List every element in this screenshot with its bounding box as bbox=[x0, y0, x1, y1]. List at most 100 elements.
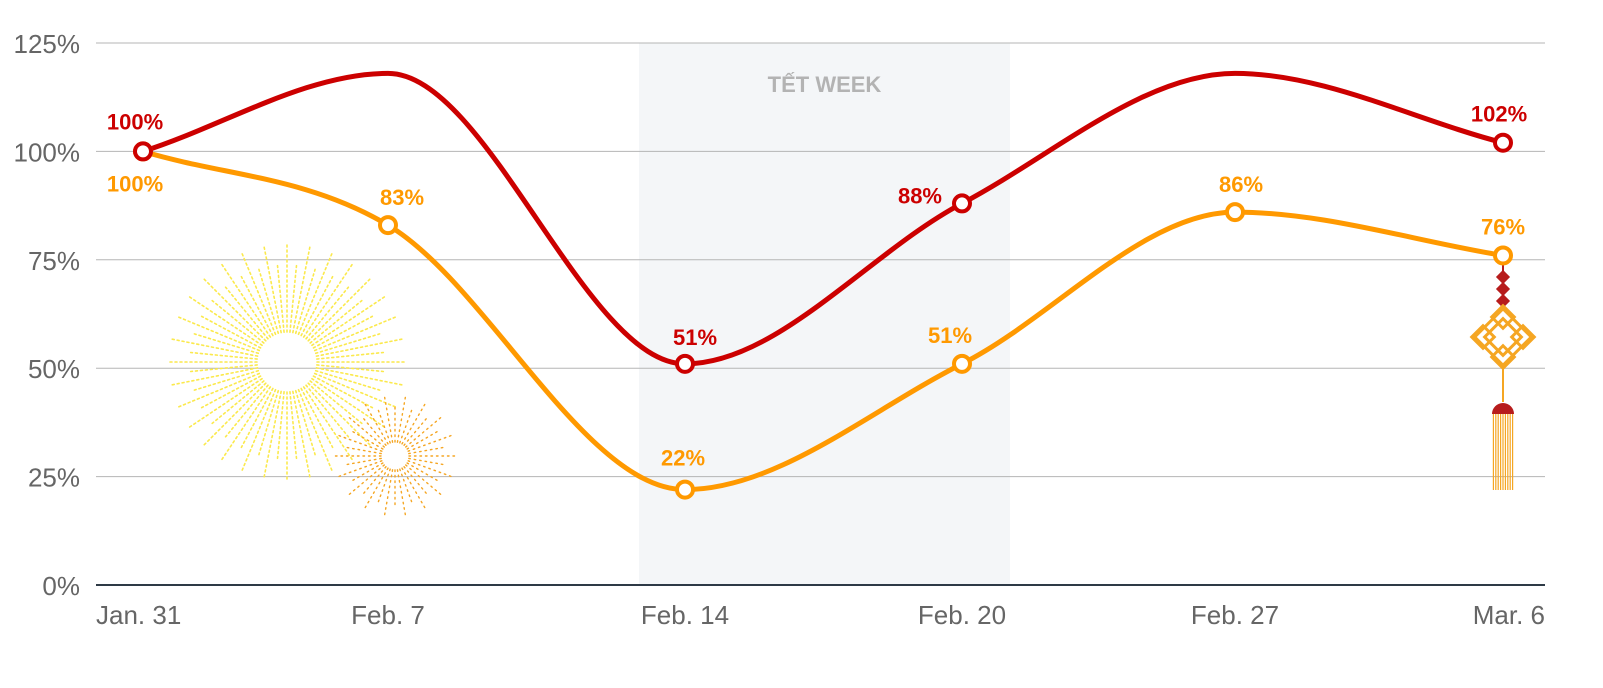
firework-ray bbox=[211, 380, 265, 425]
firework-ray bbox=[263, 390, 282, 479]
firework-ray bbox=[200, 375, 262, 409]
knot-loop bbox=[1482, 316, 1524, 358]
knot-cap bbox=[1492, 403, 1514, 414]
firework-ray bbox=[364, 403, 389, 445]
firework-ray bbox=[377, 409, 391, 444]
firework-ray bbox=[292, 245, 311, 334]
firework-ray bbox=[193, 333, 260, 355]
decorations bbox=[168, 243, 1537, 516]
firework-ray bbox=[193, 369, 260, 391]
firework-ray bbox=[220, 386, 272, 461]
firework-ray bbox=[401, 403, 426, 445]
series-line-1 bbox=[140, 148, 1506, 493]
x-tick-label: Mar. 6 bbox=[1473, 600, 1545, 630]
firework-ray bbox=[302, 386, 354, 461]
firework-ray bbox=[337, 434, 383, 452]
firework-ray bbox=[289, 391, 298, 460]
firework-ray bbox=[315, 367, 404, 386]
firework-ray bbox=[309, 380, 363, 425]
firework-ray bbox=[396, 469, 407, 516]
data-label: 100% bbox=[107, 109, 163, 134]
firework-ray bbox=[314, 333, 381, 355]
firework-ray bbox=[202, 277, 267, 342]
firework-ray bbox=[406, 430, 439, 450]
firework-ray bbox=[315, 338, 404, 357]
firework-ray bbox=[220, 263, 272, 338]
firework-ray bbox=[362, 466, 387, 495]
firework-ray bbox=[202, 382, 267, 447]
firework-ray bbox=[399, 409, 413, 444]
data-label: 22% bbox=[661, 446, 705, 471]
data-point-marker bbox=[952, 193, 972, 214]
data-label: 51% bbox=[928, 323, 972, 348]
data-point-marker bbox=[1225, 202, 1245, 223]
firework-ray bbox=[188, 295, 263, 347]
firework-ray bbox=[401, 467, 426, 509]
firework-ray bbox=[258, 268, 280, 335]
data-label: 102% bbox=[1471, 102, 1527, 127]
firework-ray bbox=[211, 299, 265, 344]
data-label: 88% bbox=[898, 183, 942, 208]
knot-loop bbox=[1489, 343, 1517, 371]
tet-week-band-rect bbox=[639, 43, 1010, 585]
chinese-knot-icon bbox=[1469, 262, 1537, 490]
firework-ray bbox=[311, 295, 386, 347]
firework-large-icon bbox=[168, 243, 406, 481]
data-label: 51% bbox=[673, 325, 717, 350]
firework-ray bbox=[188, 377, 263, 429]
firework-ray bbox=[241, 252, 277, 336]
data-labels: 100% 83% 22% 51% 86% 76% 100% 51% 88% 102% bbox=[107, 102, 1527, 471]
knot-loop bbox=[1509, 323, 1537, 351]
firework-ray bbox=[406, 462, 439, 482]
firework-ray bbox=[294, 268, 316, 335]
y-tick-label: 25% bbox=[28, 463, 80, 493]
firework-ray bbox=[258, 389, 280, 456]
firework-ray bbox=[314, 369, 381, 391]
data-point-marker bbox=[1493, 132, 1513, 153]
tet-week-band: TẾT WEEK bbox=[639, 43, 1010, 585]
firework-ray bbox=[396, 396, 407, 443]
series-lines bbox=[140, 70, 1506, 493]
firework-ray bbox=[302, 263, 354, 338]
firework-ray bbox=[362, 417, 387, 446]
firework-ray bbox=[345, 457, 382, 466]
data-label: 100% bbox=[107, 171, 163, 196]
data-point-marker bbox=[1493, 245, 1513, 266]
firework-ray bbox=[312, 315, 374, 349]
firework-ray bbox=[240, 387, 274, 449]
firework-ray bbox=[348, 464, 385, 496]
data-point-marker bbox=[675, 353, 695, 374]
firework-ray bbox=[177, 316, 261, 352]
firework-ray bbox=[312, 375, 374, 409]
firework-ray bbox=[405, 416, 442, 448]
firework-ray bbox=[305, 286, 350, 340]
firework-ray bbox=[241, 388, 277, 472]
firework-ray bbox=[189, 351, 258, 360]
y-axis: 0% 25% 50% 75% 100% 125% bbox=[14, 29, 1545, 601]
x-tick-label: Feb. 7 bbox=[351, 600, 425, 630]
firework-ray bbox=[313, 372, 397, 408]
firework-ray bbox=[276, 391, 285, 460]
x-tick-label: Feb. 20 bbox=[918, 600, 1006, 630]
firework-ray bbox=[189, 364, 258, 373]
data-label: 83% bbox=[380, 185, 424, 210]
firework-ray bbox=[408, 446, 445, 455]
firework-ray bbox=[383, 469, 394, 516]
firework-ray bbox=[316, 364, 385, 373]
firework-ray bbox=[364, 467, 389, 509]
firework-ray bbox=[313, 316, 397, 352]
firework-ray bbox=[307, 382, 372, 447]
firework-ray bbox=[405, 464, 442, 496]
tet-week-label: TẾT WEEK bbox=[768, 72, 882, 97]
firework-ray bbox=[399, 468, 413, 503]
firework-ray bbox=[345, 446, 382, 455]
data-point-marker bbox=[675, 479, 695, 500]
firework-ray bbox=[300, 387, 334, 449]
firework-ray bbox=[348, 416, 385, 448]
firework-ray bbox=[407, 434, 453, 452]
firework-ray bbox=[311, 377, 386, 429]
firework-ray bbox=[337, 460, 383, 478]
firework-ray bbox=[200, 315, 262, 349]
y-tick-label: 100% bbox=[14, 137, 81, 167]
